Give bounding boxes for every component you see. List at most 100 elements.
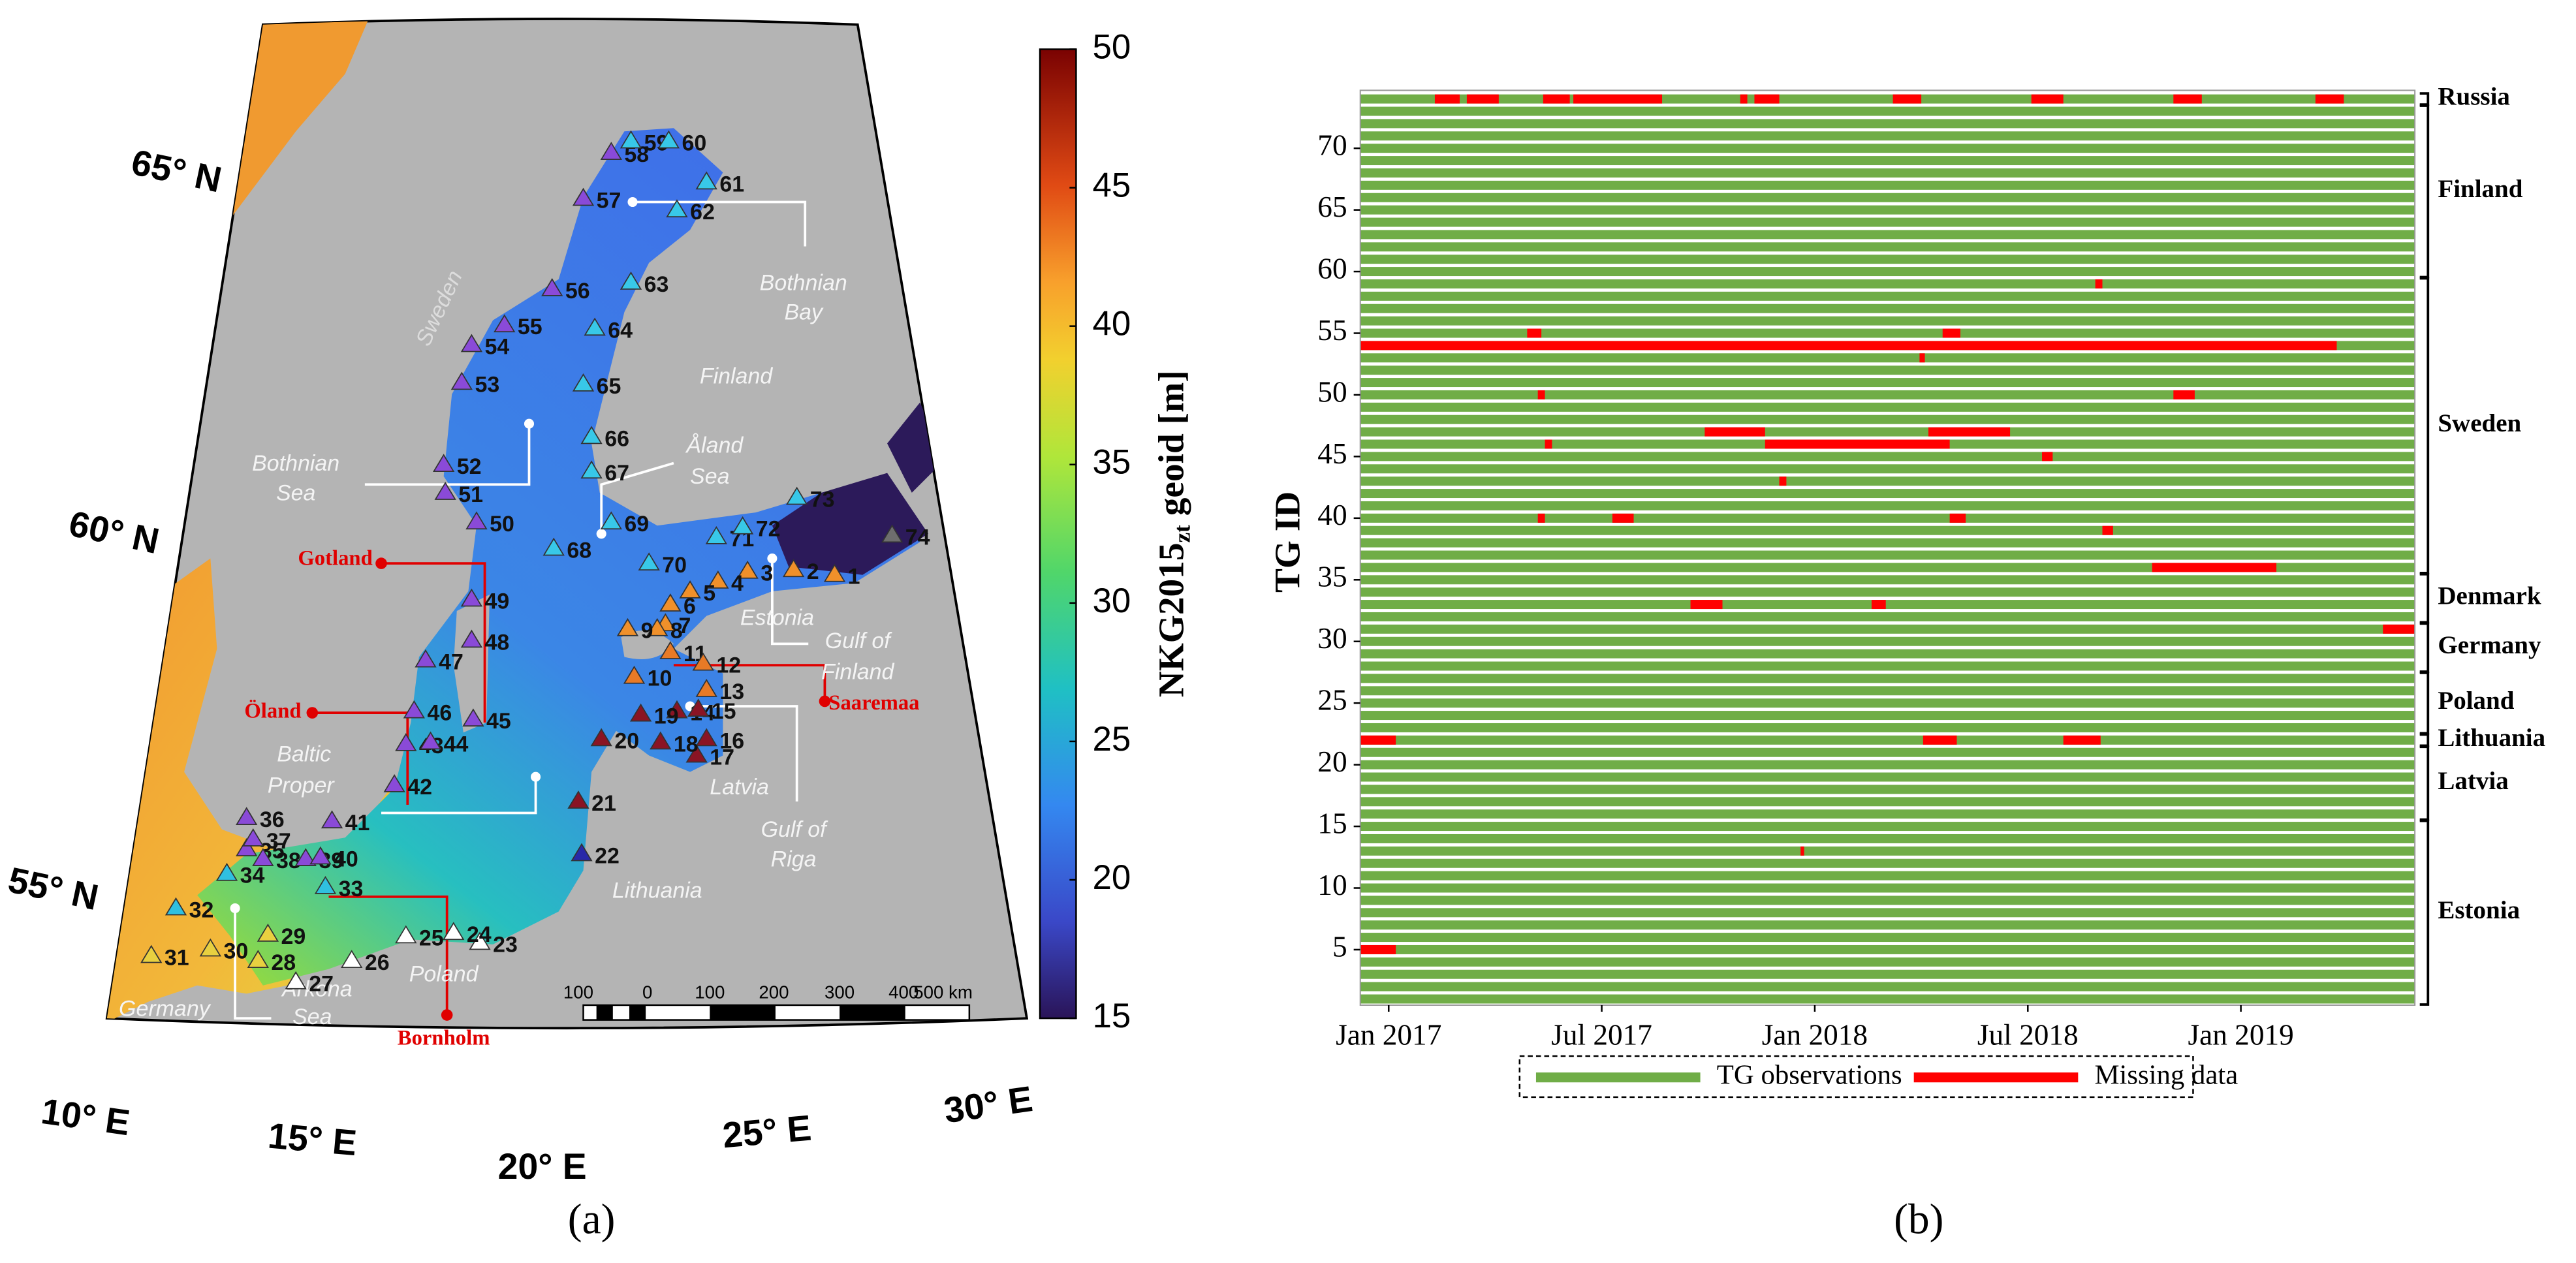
missing-bar	[1360, 944, 1396, 954]
missing-bar	[1543, 94, 1570, 104]
missing-bar	[1923, 735, 1957, 745]
missing-bar	[2031, 94, 2064, 104]
observation-bar	[1360, 267, 2415, 277]
observation-bar	[1360, 994, 2415, 1004]
x-tick-label: Jul 2017	[1551, 1019, 1652, 1052]
observation-bar	[1360, 513, 2415, 523]
colorbar-label-part: geoid [m]	[1151, 370, 1191, 525]
place-label: Bay	[784, 300, 824, 325]
station-label: 46	[427, 701, 452, 726]
country-label: Russia	[2438, 83, 2510, 111]
missing-bar	[2173, 94, 2202, 104]
station-label: 55	[518, 315, 542, 339]
station-label: 64	[608, 318, 633, 343]
missing-bar	[2063, 735, 2101, 745]
place-label: Baltic	[277, 741, 331, 766]
station-marker	[695, 171, 717, 190]
observation-bar	[1360, 563, 2415, 572]
lon-label: 15° E	[266, 1115, 358, 1164]
station-marker	[432, 454, 455, 473]
missing-bar	[2095, 279, 2103, 288]
station-label: 68	[567, 538, 591, 563]
station-marker	[395, 925, 417, 944]
station-label: 73	[810, 487, 835, 512]
station-label: 33	[339, 877, 364, 901]
station-marker	[650, 731, 672, 750]
country-label: Sweden	[2438, 409, 2521, 437]
callout-line	[673, 664, 826, 702]
y-tick-label: 60	[1317, 252, 1347, 285]
missing-bar	[1704, 427, 1765, 437]
legend-label: TG observations	[1717, 1059, 1902, 1090]
observation-bar	[1360, 328, 2415, 338]
missing-bar	[1949, 513, 1966, 523]
missing-bar	[1893, 94, 1922, 104]
station-label: 3	[761, 561, 773, 586]
station-marker	[465, 511, 488, 530]
x-tick-label: Jan 2019	[2188, 1019, 2294, 1052]
station-label: 18	[674, 732, 699, 756]
station-label: 37	[266, 829, 291, 854]
callout-line	[364, 424, 531, 486]
y-tick-label: 35	[1317, 561, 1347, 593]
observation-bar	[1360, 476, 2415, 486]
scale-bar-label: 0	[642, 982, 652, 1003]
lat-label: 55° N	[5, 860, 102, 918]
observation-bar	[1360, 982, 2415, 991]
observation-bar	[1360, 957, 2415, 967]
observation-bar	[1360, 242, 2415, 252]
station-label: 12	[716, 653, 741, 678]
observation-bar	[1360, 525, 2415, 535]
lake-ladoga	[887, 402, 945, 493]
scale-bar-label: 400	[888, 982, 919, 1003]
observation-bar	[1360, 785, 2415, 794]
place-label: Åland	[685, 433, 744, 458]
station-label: 9	[641, 619, 653, 644]
station-marker	[257, 923, 279, 942]
island	[246, 476, 288, 529]
missing-bar	[2152, 563, 2277, 572]
station-marker	[736, 560, 759, 579]
place-label: Gulf of	[761, 817, 829, 842]
observation-bar	[1360, 217, 2415, 227]
legend-box	[1518, 1055, 2194, 1099]
observation-bar	[1360, 944, 2415, 954]
observation-bar	[1360, 809, 2415, 819]
observation-bar	[1360, 674, 2415, 683]
station-label: 65	[597, 374, 621, 399]
observation-bar	[1360, 106, 2415, 116]
station-label: 60	[682, 131, 707, 155]
missing-bar	[1800, 846, 1804, 856]
island-label: Bornholm	[398, 1026, 490, 1050]
station-label: 6	[683, 594, 696, 619]
country-label: Estonia	[2438, 896, 2520, 924]
station-label: 23	[493, 932, 518, 957]
station-marker	[881, 524, 903, 543]
missing-bar	[1871, 600, 1886, 610]
station-label: 61	[719, 172, 744, 196]
station-label: 47	[439, 650, 463, 675]
station-marker	[469, 931, 491, 950]
station-label: 29	[281, 924, 306, 949]
plot-frame	[1359, 89, 2416, 1006]
callout-dot	[767, 553, 778, 564]
y-tick-label: 20	[1317, 745, 1347, 778]
y-tick-label: 65	[1317, 191, 1347, 223]
observation-bar	[1360, 772, 2415, 782]
observation-bar	[1360, 723, 2415, 732]
station-label: 63	[644, 272, 669, 297]
scale-bar-label: 300	[825, 982, 855, 1003]
station-marker	[383, 773, 405, 792]
colorbar-tick-label: 35	[1093, 443, 1131, 482]
station-marker	[629, 703, 652, 722]
observation-bar	[1360, 501, 2415, 510]
station-marker	[314, 875, 337, 894]
colorbar-label-part: zt	[1170, 525, 1195, 543]
missing-bar	[1360, 735, 1396, 745]
missing-bar	[1928, 427, 2011, 437]
callout-dot	[306, 707, 319, 719]
place-label: Bothnian	[252, 451, 339, 476]
station-label: 62	[690, 200, 715, 225]
station-marker	[321, 810, 343, 829]
station-label: 22	[595, 843, 620, 868]
